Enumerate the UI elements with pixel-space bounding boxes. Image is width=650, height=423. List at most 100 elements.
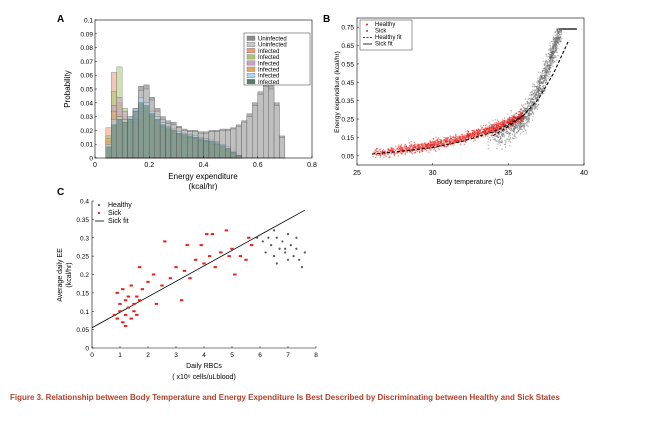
scatter-point-sick	[492, 137, 494, 139]
scatter-point-sick	[532, 89, 534, 91]
y-tick-label: 0.75	[341, 25, 354, 32]
scatter-point-sick	[493, 138, 496, 140]
scatter-point-sick	[525, 121, 528, 123]
scatter-point-healthy	[458, 136, 460, 139]
scatter-point-sick	[544, 84, 546, 87]
scatter-point-healthy	[416, 149, 418, 152]
scatter-point-healthy	[511, 124, 513, 126]
scatter-point-sick	[555, 42, 557, 44]
scatter-point-sick	[511, 129, 514, 132]
scatter-point-healthy	[471, 130, 473, 132]
scatter-point-healthy	[256, 236, 259, 239]
scatter-point-sick	[528, 119, 531, 121]
scatter-point-sick	[538, 85, 540, 88]
scatter-point-healthy	[292, 255, 295, 258]
y-tick-label: 0.08	[80, 45, 93, 52]
scatter-point-healthy	[385, 155, 387, 158]
scatter-point-sick	[129, 317, 133, 320]
scatter-point-sick	[525, 107, 527, 110]
scatter-point-sick	[533, 91, 536, 94]
scatter-point-healthy	[379, 156, 382, 158]
scatter-point-sick	[521, 123, 523, 125]
scatter-point-healthy	[508, 116, 511, 118]
scatter-point-sick	[160, 284, 164, 287]
scatter-point-healthy	[411, 147, 414, 150]
scatter-point-healthy	[414, 151, 417, 154]
scatter-point-healthy	[284, 247, 287, 250]
scatter-point-sick	[524, 117, 526, 119]
scatter-point-healthy	[425, 145, 428, 147]
scatter-point-sick	[213, 266, 217, 269]
scatter-point-sick	[140, 288, 145, 291]
scatter-point-sick	[525, 118, 527, 120]
scatter-point-sick	[528, 105, 531, 107]
scatter-point-sick	[510, 130, 513, 132]
scatter-point-healthy	[469, 132, 471, 134]
scatter-point-sick	[535, 97, 537, 99]
scatter-point-sick	[494, 139, 496, 141]
scatter-point-sick	[505, 129, 508, 131]
scatter-point-healthy	[472, 132, 474, 134]
scatter-point-sick	[527, 98, 529, 101]
scatter-point-healthy	[447, 144, 449, 147]
scatter-point-healthy	[424, 145, 427, 147]
scatter-point-sick	[529, 100, 532, 103]
scatter-point-sick	[118, 302, 122, 305]
scatter-point-sick	[508, 136, 510, 138]
scatter-point-healthy	[430, 142, 432, 144]
scatter-point-sick	[492, 119, 494, 122]
scatter-point-sick	[542, 77, 544, 79]
scatter-point-sick	[536, 96, 538, 98]
scatter-point-sick	[558, 32, 560, 35]
scatter-point-healthy	[453, 140, 455, 143]
scatter-point-sick	[506, 138, 508, 140]
histogram-bar	[127, 119, 134, 159]
scatter-point-sick	[538, 81, 540, 83]
scatter-point-sick	[536, 83, 539, 85]
scatter-point-sick	[551, 59, 554, 62]
scatter-point-healthy	[521, 111, 523, 113]
scatter-point-sick	[539, 77, 541, 79]
y-tick-label: 0.15	[341, 135, 354, 142]
scatter-point-healthy	[445, 137, 447, 139]
scatter-point-healthy	[377, 150, 379, 153]
histogram-bar	[192, 137, 199, 159]
scatter-point-sick	[205, 233, 209, 236]
scatter-point-sick	[523, 128, 525, 130]
scatter-point-healthy	[286, 232, 290, 236]
y-tick-label: 0.09	[80, 31, 93, 38]
y-tick-label: 0.03	[80, 114, 93, 121]
scatter-point-sick	[553, 60, 556, 63]
histogram-bar	[279, 137, 286, 159]
scatter-point-sick	[502, 130, 505, 132]
panel-a-legend: UninfectedUninfectedInfectedInfectedInfe…	[243, 32, 311, 86]
scatter-point-sick	[193, 258, 198, 261]
scatter-point-healthy	[481, 127, 483, 129]
scatter-point-sick	[123, 299, 128, 302]
scatter-point-sick	[552, 44, 554, 46]
scatter-point-sick	[519, 125, 521, 127]
legend-swatch	[246, 48, 256, 54]
scatter-point-healthy	[501, 119, 504, 121]
scatter-point-healthy	[451, 141, 453, 143]
scatter-point-sick	[533, 107, 535, 109]
scatter-point-sick	[537, 71, 540, 74]
y-tick-label: 0.45	[341, 80, 354, 87]
scatter-point-sick	[553, 56, 555, 59]
scatter-point-healthy	[451, 144, 454, 146]
scatter-point-sick	[556, 28, 559, 30]
scatter-point-healthy	[391, 150, 393, 152]
scatter-point-healthy	[402, 148, 404, 151]
legend-entry: Healthy	[375, 22, 395, 28]
legend-swatch	[246, 79, 256, 85]
scatter-point-sick	[556, 40, 559, 43]
scatter-point-sick	[521, 125, 524, 127]
sick-fit-line	[91, 209, 305, 329]
scatter-point-sick	[545, 65, 547, 67]
scatter-point-healthy	[473, 135, 475, 138]
scatter-point-sick	[537, 90, 539, 92]
scatter-point-healthy	[395, 149, 397, 152]
scatter-point-sick	[523, 125, 526, 127]
scatter-point-healthy	[454, 134, 456, 136]
scatter-point-sick	[135, 295, 139, 298]
